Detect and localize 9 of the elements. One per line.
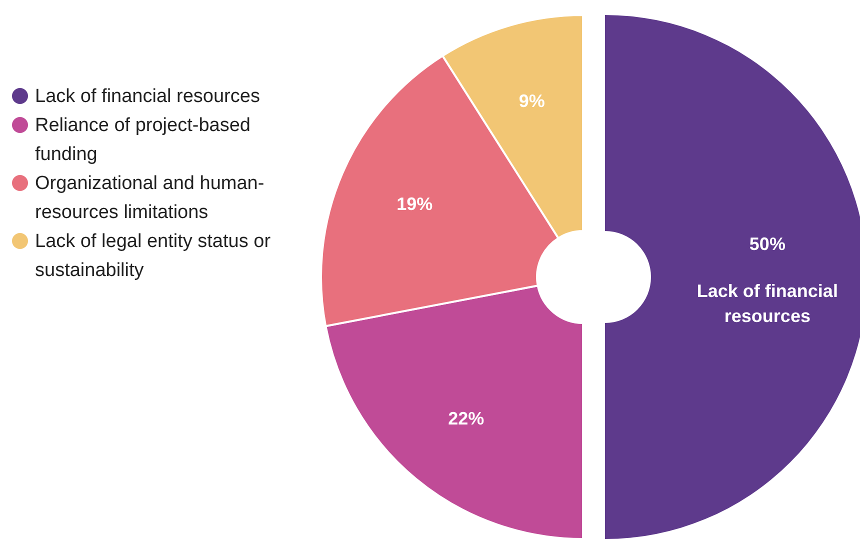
slice-label: Lack of financial resources bbox=[696, 281, 838, 326]
data-label: 9% bbox=[518, 90, 545, 111]
legend-label: Lack of financial resources bbox=[35, 85, 261, 109]
data-label: 19% bbox=[396, 194, 433, 214]
data-label: 50% bbox=[749, 234, 786, 254]
legend-label: Organizational and human-resources limitations bbox=[35, 172, 266, 225]
legend-label: Lack of legal entity status or sustainability bbox=[35, 230, 272, 283]
data-label: 22% bbox=[448, 408, 484, 428]
legend-label: Reliance of project-based funding bbox=[35, 114, 252, 167]
